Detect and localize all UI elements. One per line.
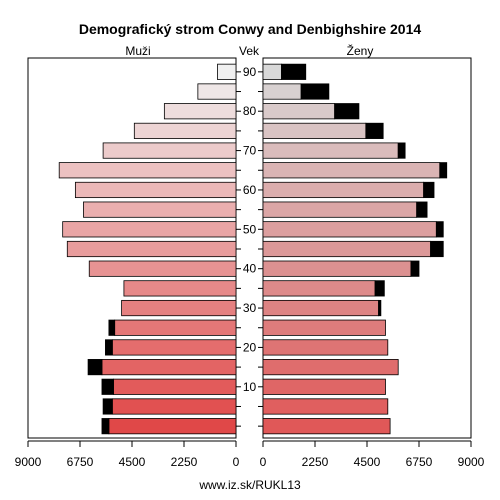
female-excess-bar-80-84 xyxy=(334,103,360,120)
female-excess-bar-45-49 xyxy=(430,240,444,258)
age-tick-label: 90 xyxy=(243,65,257,79)
male-bar-75-79 xyxy=(133,122,237,139)
male-bar-0-4 xyxy=(108,418,237,435)
female-bar-90+ xyxy=(262,63,282,80)
chart-title: Demografický strom Conwy and Denbighshir… xyxy=(79,21,422,37)
female-bar-75-79 xyxy=(262,122,367,139)
female-excess-bar-35-39 xyxy=(374,280,385,297)
male-bar-85-89 xyxy=(197,83,237,100)
male-excess-bar-10-14 xyxy=(101,378,114,395)
female-bar-80-84 xyxy=(262,103,336,120)
female-label: Ženy xyxy=(347,43,374,58)
male-bar-60-64 xyxy=(74,181,237,199)
female-bar-40-44 xyxy=(262,260,412,277)
female-excess-bar-75-79 xyxy=(365,122,384,139)
male-bar-50-54 xyxy=(62,221,237,238)
age-tick-label: 70 xyxy=(243,144,257,158)
female-bar-45-49 xyxy=(262,240,431,258)
male-excess-bar-0-4 xyxy=(101,418,110,435)
footer-source: www.iz.sk/RUKL13 xyxy=(198,478,301,492)
female-bar-85-89 xyxy=(262,83,302,100)
female-bar-65-69 xyxy=(262,162,441,179)
male-bar-10-14 xyxy=(113,378,237,395)
female-excess-bar-65-69 xyxy=(439,162,448,179)
female-x-tick-label: 2250 xyxy=(302,455,329,469)
male-x-tick-label: 9000 xyxy=(15,455,42,469)
female-excess-bar-70-74 xyxy=(397,142,406,159)
age-tick-label: 10 xyxy=(243,380,257,394)
male-bar-30-34 xyxy=(121,299,237,317)
male-bar-20-24 xyxy=(111,339,237,356)
male-bar-65-69 xyxy=(58,162,237,179)
male-bar-45-49 xyxy=(66,240,237,258)
female-excess-bar-90+ xyxy=(281,63,307,80)
age-tick-label: 40 xyxy=(243,262,257,276)
female-bar-15-19 xyxy=(262,359,399,376)
female-x-tick-label: 6750 xyxy=(406,455,433,469)
female-excess-bar-30-34 xyxy=(378,299,382,317)
female-x-tick-label: 4500 xyxy=(354,455,381,469)
male-bar-55-59 xyxy=(83,201,237,218)
female-bar-10-14 xyxy=(262,378,386,395)
age-tick-label: 30 xyxy=(243,301,257,315)
male-bar-90+ xyxy=(217,63,237,80)
female-bar-25-29 xyxy=(262,319,386,336)
axes-layer: 0 0 2250 2250 4500 4500 6750 6750 9000 9000 10 20 30… xyxy=(15,65,485,469)
female-excess-bar-85-89 xyxy=(300,83,330,100)
female-bar-50-54 xyxy=(262,221,437,238)
age-tick-label: 50 xyxy=(243,222,257,236)
male-bar-15-19 xyxy=(101,359,237,376)
male-excess-bar-20-24 xyxy=(105,339,113,356)
male-bar-5-9 xyxy=(111,398,237,415)
male-bar-40-44 xyxy=(88,260,237,277)
female-x-tick-label: 0 xyxy=(260,455,267,469)
male-bar-80-84 xyxy=(163,103,237,120)
bars-layer xyxy=(58,63,448,435)
age-tick-label: 80 xyxy=(243,104,257,118)
female-bar-20-24 xyxy=(262,339,389,356)
female-excess-bar-40-44 xyxy=(410,260,420,277)
male-x-tick-label: 6750 xyxy=(67,455,94,469)
female-excess-bar-50-54 xyxy=(435,221,444,238)
female-excess-bar-60-64 xyxy=(423,181,435,199)
female-bar-5-9 xyxy=(262,398,389,415)
male-bar-25-29 xyxy=(114,319,237,336)
male-excess-bar-5-9 xyxy=(102,398,113,415)
age-tick-label: 60 xyxy=(243,183,257,197)
female-bar-60-64 xyxy=(262,181,425,199)
male-x-tick-label: 2250 xyxy=(171,455,198,469)
male-x-tick-label: 4500 xyxy=(119,455,146,469)
female-bar-70-74 xyxy=(262,142,399,159)
age-tick-label: 20 xyxy=(243,340,257,354)
male-label: Muži xyxy=(125,44,150,58)
male-bar-35-39 xyxy=(123,280,237,297)
male-excess-bar-15-19 xyxy=(87,359,103,376)
female-excess-bar-55-59 xyxy=(416,201,428,218)
female-bar-55-59 xyxy=(262,201,418,218)
female-bar-30-34 xyxy=(262,299,379,317)
female-bar-35-39 xyxy=(262,280,376,297)
female-x-tick-label: 9000 xyxy=(458,455,485,469)
male-x-tick-label: 0 xyxy=(233,455,240,469)
age-axis-label: Vek xyxy=(239,44,260,58)
male-excess-bar-25-29 xyxy=(108,319,116,336)
male-bar-70-74 xyxy=(102,142,237,159)
female-bar-0-4 xyxy=(262,418,391,435)
